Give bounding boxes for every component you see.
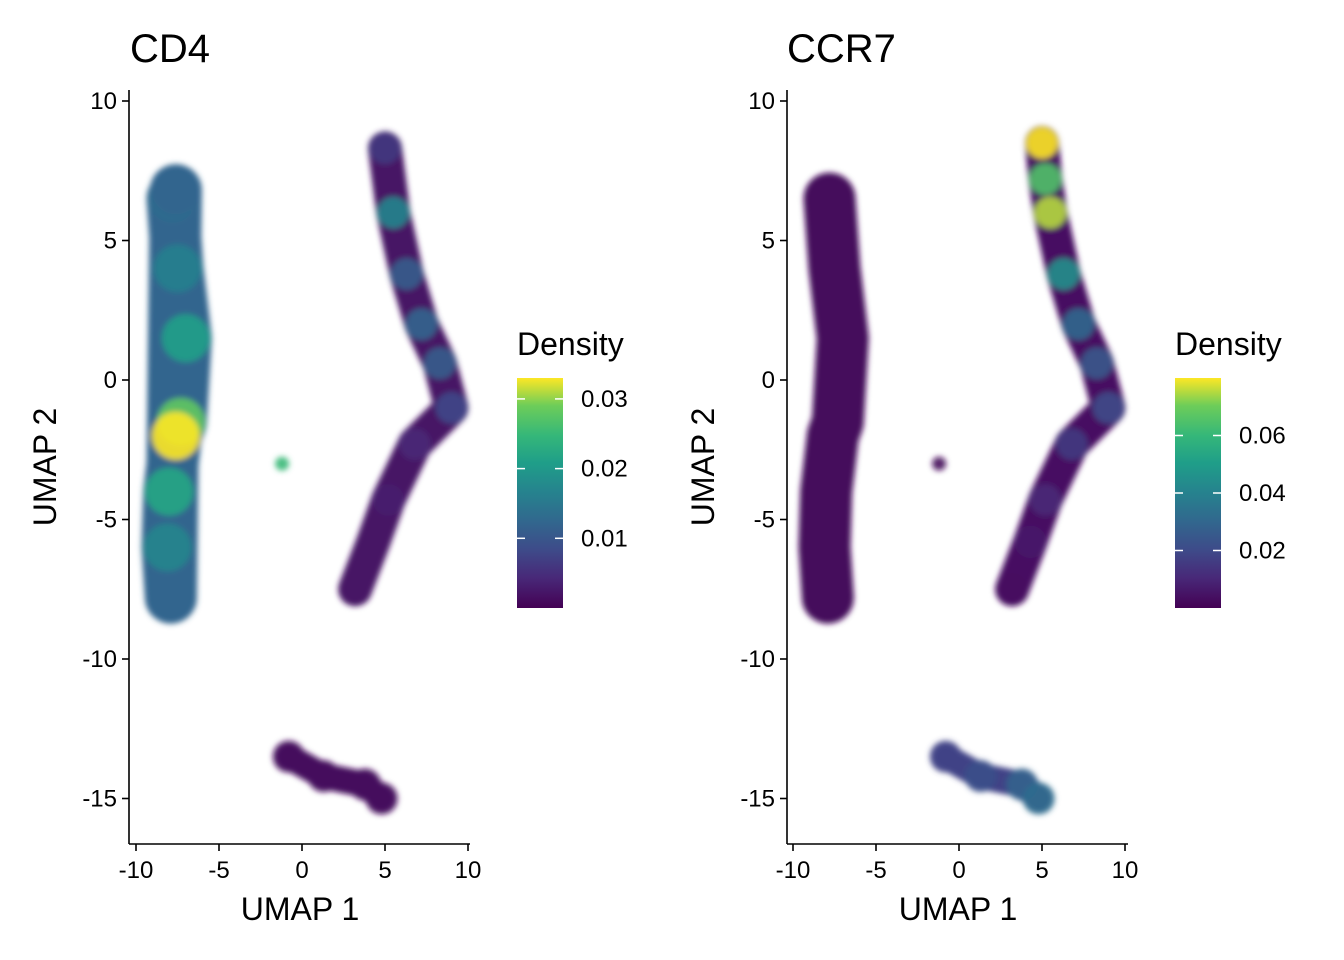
density-point: [1034, 196, 1067, 229]
density-point: [369, 132, 401, 165]
x-tick-label: -10: [119, 857, 154, 884]
density-point: [1092, 391, 1125, 424]
y-tick-label: 0: [762, 367, 775, 394]
y-tick-label: -15: [82, 786, 117, 813]
density-legend: Density 0.01 0.02 0.03: [517, 326, 628, 608]
y-axis-title: UMAP 2: [685, 408, 721, 527]
plot-area: [798, 125, 1126, 815]
density-point: [1029, 163, 1062, 196]
y-tick-label: -10: [82, 646, 117, 673]
x-tick-label: 5: [1035, 857, 1048, 884]
x-tick-label: -5: [208, 857, 229, 884]
density-point: [1080, 347, 1113, 380]
legend-tick-label: 0.01: [581, 525, 628, 552]
cell-cloud-base: [798, 125, 1126, 815]
plot-area: [141, 131, 469, 815]
density-point: [805, 174, 854, 223]
density-point: [1029, 483, 1062, 516]
density-point: [810, 244, 859, 293]
density-point: [377, 196, 410, 229]
density-point: [1062, 308, 1095, 341]
x-tick-label: 0: [295, 857, 308, 884]
x-tick-label: 0: [952, 857, 965, 884]
y-tick-label: -5: [96, 507, 117, 534]
density-legend: Density 0.02 0.04 0.06: [1175, 326, 1286, 608]
y-tick-label: 0: [104, 367, 117, 394]
density-point: [803, 573, 852, 622]
y-ticks: -15 -10 -5 0 5 10: [82, 88, 129, 813]
density-point: [1047, 257, 1080, 290]
x-tick-label: 10: [455, 857, 482, 884]
density-point: [143, 523, 192, 572]
cluster-silhouette: [338, 131, 469, 607]
density-point: [307, 760, 340, 793]
y-tick-label: 5: [104, 228, 117, 255]
density-point: [800, 523, 849, 572]
legend-colorbar: [517, 378, 563, 608]
ccr7-panel: CCR7 -10 -5 0 5 10 -15 -10 -5 0 5 10 UMAP 1 UMAP …: [685, 27, 1286, 927]
density-point: [405, 308, 438, 341]
panel-title: CCR7: [787, 27, 896, 71]
cell-cloud-base: [141, 131, 469, 815]
y-ticks: -15 -10 -5 0 5 10: [740, 88, 787, 813]
x-tick-label: -10: [776, 857, 811, 884]
density-point: [1022, 782, 1055, 815]
density-point: [390, 257, 423, 290]
density-point: [161, 314, 210, 363]
x-axis-title: UMAP 1: [241, 891, 360, 927]
density-point: [435, 391, 468, 424]
density-point: [929, 740, 962, 773]
density-point: [818, 314, 867, 363]
legend-title: Density: [1175, 326, 1282, 362]
legend-title: Density: [517, 326, 624, 362]
density-point: [146, 573, 195, 622]
density-point: [398, 428, 431, 461]
x-tick-label: 5: [378, 857, 391, 884]
density-point: [151, 411, 200, 460]
density-point: [275, 456, 290, 471]
density-point: [272, 740, 305, 773]
legend-ticks: 0.02 0.04 0.06: [1175, 423, 1286, 565]
y-tick-label: 5: [762, 228, 775, 255]
density-point: [1055, 428, 1088, 461]
density-point: [964, 760, 997, 793]
density-point: [153, 244, 202, 293]
legend-tick-label: 0.02: [1239, 538, 1286, 565]
legend-tick-label: 0.03: [581, 386, 628, 413]
y-tick-label: -10: [740, 646, 775, 673]
density-point: [151, 166, 200, 215]
y-tick-label: 10: [90, 88, 117, 115]
density-point: [1026, 126, 1058, 159]
density-point: [808, 411, 857, 460]
density-point: [802, 467, 851, 516]
x-tick-label: -5: [865, 857, 886, 884]
x-ticks: -10 -5 0 5 10: [776, 844, 1139, 884]
cd4-panel: CD4 -10 -5 0 5 10 -15 -10 -5 0 5 10 UMAP 1 UMAP 2…: [27, 27, 628, 927]
legend-tick-label: 0.04: [1239, 480, 1286, 507]
y-tick-label: 10: [748, 88, 775, 115]
density-point: [357, 525, 390, 558]
density-point: [423, 347, 456, 380]
density-point: [932, 456, 947, 471]
density-point: [365, 782, 398, 815]
density-point: [339, 573, 372, 606]
y-tick-label: -15: [740, 786, 775, 813]
density-point: [372, 483, 405, 516]
x-tick-label: 10: [1112, 857, 1139, 884]
legend-ticks: 0.01 0.02 0.03: [517, 386, 628, 552]
x-ticks: -10 -5 0 5 10: [119, 844, 482, 884]
density-point: [145, 467, 194, 516]
density-point: [996, 573, 1029, 606]
y-axis-title: UMAP 2: [27, 408, 63, 527]
density-point: [1014, 525, 1047, 558]
panel-title: CD4: [130, 27, 210, 71]
x-axis-title: UMAP 1: [899, 891, 1018, 927]
legend-tick-label: 0.02: [581, 456, 628, 483]
y-tick-label: -5: [754, 507, 775, 534]
legend-tick-label: 0.06: [1239, 423, 1286, 450]
